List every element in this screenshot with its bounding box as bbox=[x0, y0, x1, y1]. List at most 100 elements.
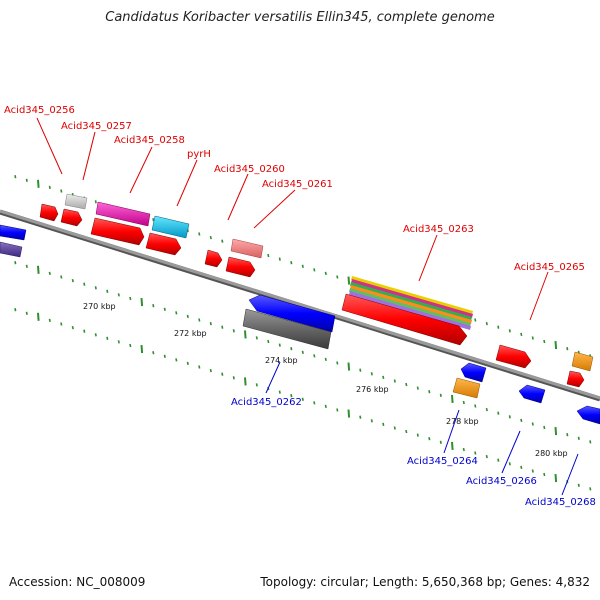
scale-tick bbox=[83, 282, 86, 286]
scale-tick bbox=[474, 318, 477, 322]
gene-label-acid345-0257[interactable]: Acid345_0257 bbox=[61, 121, 132, 132]
gene-label-acid345-0256[interactable]: Acid345_0256 bbox=[4, 105, 75, 116]
scale-tick bbox=[152, 218, 155, 222]
gene-label-acid345-0260[interactable]: Acid345_0260 bbox=[214, 164, 285, 175]
scale-tick bbox=[462, 400, 465, 405]
scale-tick bbox=[428, 437, 431, 441]
scale-tick bbox=[589, 440, 592, 444]
scale-tick bbox=[106, 289, 109, 293]
scale-tick bbox=[25, 264, 28, 268]
scale-tick bbox=[301, 264, 304, 268]
gene-arrow bbox=[452, 377, 481, 399]
scale-tick bbox=[255, 383, 258, 387]
scale-tick bbox=[347, 409, 351, 418]
scale-label-280: 280 kbp bbox=[535, 449, 568, 458]
scale-tick bbox=[209, 235, 212, 240]
gene-label-acid345-0262[interactable]: Acid345_0262 bbox=[231, 397, 302, 408]
scale-tick bbox=[531, 469, 534, 473]
scale-tick bbox=[474, 404, 477, 408]
scale-tick bbox=[60, 275, 63, 279]
scale-tick bbox=[508, 462, 511, 466]
scale-tick bbox=[278, 343, 281, 347]
scale-tick bbox=[508, 415, 511, 419]
scale-tick bbox=[474, 451, 477, 455]
scale-tick bbox=[278, 257, 281, 261]
scale-tick bbox=[497, 458, 500, 462]
gene-label-acid345-0268[interactable]: Acid345_0268 bbox=[525, 497, 596, 508]
scale-tick bbox=[451, 441, 454, 450]
gene-label-acid345-0264[interactable]: Acid345_0264 bbox=[407, 456, 478, 467]
gene-label-acid345-0258[interactable]: Acid345_0258 bbox=[114, 135, 185, 146]
scale-tick bbox=[589, 487, 592, 491]
scale-tick bbox=[152, 351, 155, 355]
gene-label-pyrh[interactable]: pyrH bbox=[187, 149, 211, 160]
scale-tick bbox=[37, 179, 40, 188]
scale-tick bbox=[48, 271, 51, 276]
scale-tick bbox=[83, 329, 86, 333]
scale-tick bbox=[37, 312, 40, 321]
scale-tick bbox=[336, 361, 339, 365]
scale-tick bbox=[566, 347, 569, 351]
scale-label-274: 274 kbp bbox=[265, 356, 298, 365]
gene-arrow bbox=[204, 249, 223, 268]
gene-label-acid345-0266[interactable]: Acid345_0266 bbox=[466, 476, 537, 487]
gene-arrow bbox=[145, 232, 182, 256]
scale-tick bbox=[94, 333, 97, 337]
scale-tick bbox=[129, 296, 132, 301]
scale-tick bbox=[71, 325, 74, 330]
scale-tick bbox=[370, 372, 373, 376]
scale-tick bbox=[186, 361, 189, 366]
gene-arrow bbox=[242, 308, 332, 350]
scale-tick bbox=[324, 404, 327, 409]
scale-tick bbox=[382, 375, 385, 380]
scale-tick bbox=[382, 422, 385, 427]
scale-tick bbox=[485, 321, 488, 326]
gene-arrow bbox=[60, 208, 83, 227]
scale-tick bbox=[520, 418, 523, 423]
scale-tick bbox=[221, 372, 224, 376]
scale-tick bbox=[428, 390, 431, 394]
scale-tick bbox=[290, 347, 293, 351]
gene-arrow bbox=[0, 241, 23, 258]
scale-tick bbox=[566, 433, 569, 437]
scale-tick bbox=[152, 304, 155, 308]
scale-label-276: 276 kbp bbox=[356, 385, 389, 394]
scale-tick bbox=[359, 415, 362, 419]
scale-tick bbox=[554, 427, 558, 436]
gene-label-acid345-0263[interactable]: Acid345_0263 bbox=[403, 224, 474, 235]
scale-tick bbox=[497, 325, 500, 329]
scale-tick bbox=[25, 178, 28, 182]
gene-arrow bbox=[95, 201, 151, 227]
gene-labels: Acid345_0256 Acid345_0257 Acid345_0258 p… bbox=[4, 105, 596, 508]
scale-tick bbox=[94, 286, 97, 290]
scale-tick bbox=[267, 339, 270, 344]
gene-arrow bbox=[576, 405, 600, 425]
scale-tick bbox=[221, 325, 224, 329]
scale-tick bbox=[393, 426, 396, 430]
scale-tick bbox=[520, 332, 523, 337]
scale-tick bbox=[244, 330, 247, 339]
scale-tick bbox=[439, 440, 442, 444]
gene-label-acid345-0265[interactable]: Acid345_0265 bbox=[514, 262, 585, 273]
scale-tick bbox=[577, 436, 580, 440]
scale-tick bbox=[25, 311, 28, 315]
scale-labels: 270 kbp 272 kbp 274 kbp 276 kbp 278 kbp … bbox=[83, 302, 568, 458]
scale-tick bbox=[313, 401, 316, 405]
scale-tick bbox=[140, 345, 144, 354]
scale-tick bbox=[405, 429, 408, 434]
gene-arrow bbox=[571, 351, 594, 372]
gene-arrow bbox=[39, 203, 59, 222]
scale-tick bbox=[129, 343, 132, 348]
gene-label-acid345-0261[interactable]: Acid345_0261 bbox=[262, 179, 333, 190]
scale-tick bbox=[416, 386, 419, 390]
scale-tick bbox=[439, 393, 442, 397]
scale-tick bbox=[485, 454, 488, 459]
gene-arrow bbox=[518, 384, 546, 404]
scale-tick bbox=[543, 339, 546, 344]
gene-arrow bbox=[341, 293, 468, 346]
scale-tick bbox=[313, 354, 316, 358]
map-title: Candidatus Koribacter versatilis Ellin34… bbox=[105, 10, 495, 25]
scale-label-272: 272 kbp bbox=[174, 329, 207, 338]
scale-tick bbox=[347, 276, 351, 285]
